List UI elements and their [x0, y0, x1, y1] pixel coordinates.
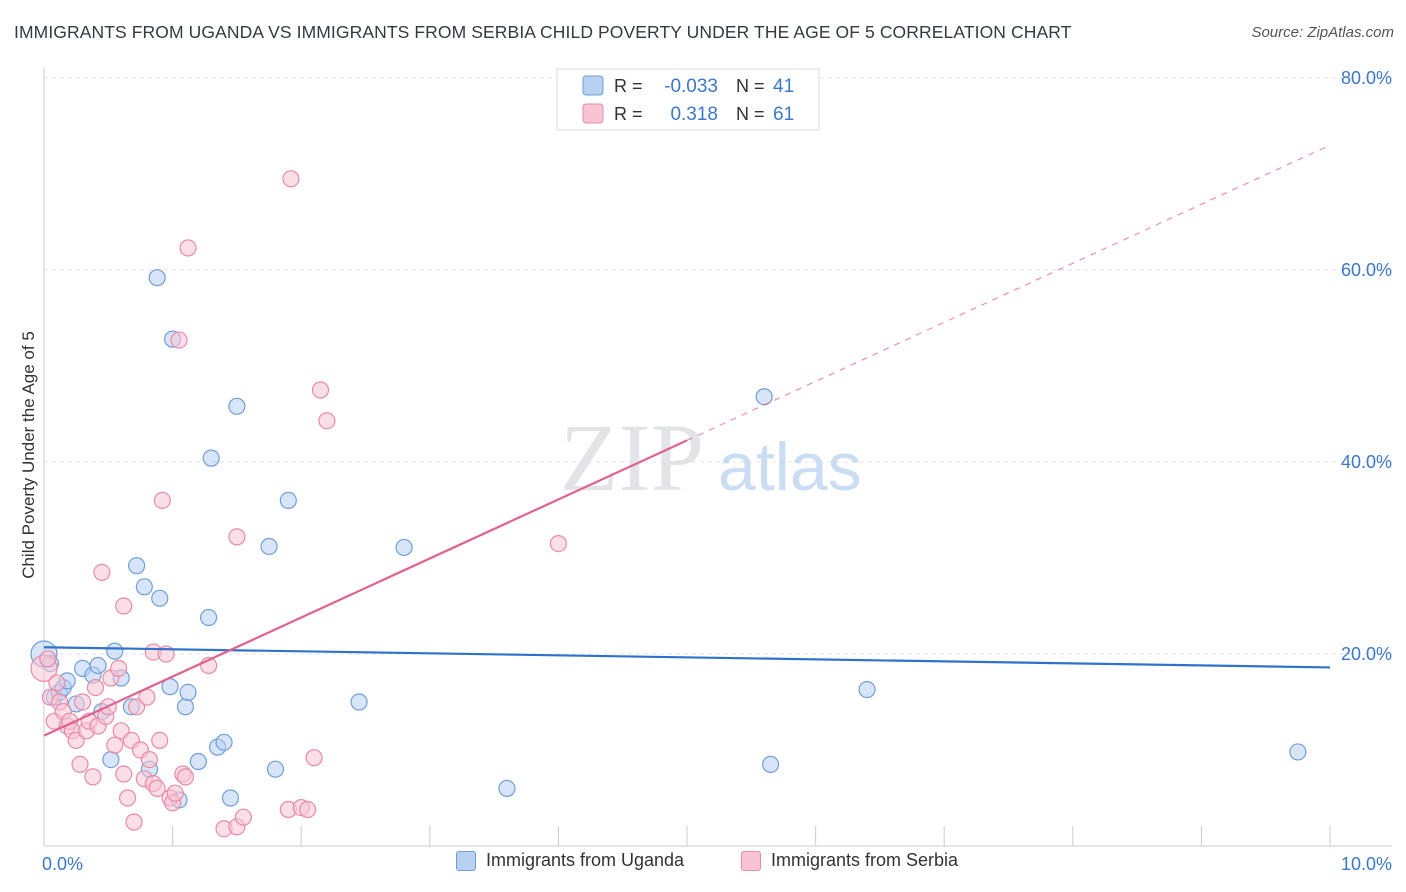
serbia-trend-extension	[686, 144, 1331, 441]
legend-serbia-label: Immigrants from Serbia	[771, 850, 959, 870]
legend-serbia-r-label: R =	[614, 104, 643, 124]
y-tick-label: 60.0%	[1341, 260, 1392, 280]
serbia-point	[48, 674, 66, 692]
serbia-point	[140, 750, 159, 769]
uganda-point	[127, 557, 146, 575]
legend-uganda-r-label: R =	[614, 76, 643, 96]
uganda-point	[106, 642, 124, 660]
serbia-point	[118, 789, 137, 807]
source-label: Source: ZipAtlas.com	[1251, 24, 1394, 41]
legend-item-uganda[interactable]: Immigrants from Uganda	[456, 850, 684, 871]
y-axis-label: Child Poverty Under the Age of 5	[19, 331, 38, 579]
serbia-point	[148, 779, 166, 798]
watermark-zip: ZIP	[560, 404, 704, 511]
serbia-point	[106, 736, 124, 754]
grid	[44, 77, 1392, 655]
serbia-point	[299, 800, 317, 819]
uganda-point	[151, 589, 169, 607]
y-tick-label: 20.0%	[1341, 644, 1392, 664]
uganda-point	[176, 698, 195, 716]
serbia-point	[282, 170, 300, 188]
uganda-point	[395, 538, 413, 557]
uganda-point	[350, 693, 368, 711]
serbia-point	[176, 768, 195, 786]
uganda-trend-line	[43, 646, 1331, 669]
uganda-point	[761, 755, 780, 774]
serbia-trend-line	[43, 439, 688, 737]
uganda-swatch	[456, 850, 476, 871]
watermark-atlas: atlas	[718, 429, 862, 505]
serbia-point	[228, 528, 246, 546]
serbia-point	[318, 412, 336, 430]
serbia-point	[84, 768, 102, 786]
uganda-point	[148, 269, 166, 287]
uganda-point	[498, 779, 516, 798]
legend-uganda-n-label: N =	[736, 76, 765, 96]
serbia-point	[179, 239, 197, 257]
serbia-point	[305, 749, 323, 767]
axes	[43, 68, 1392, 847]
serbia-point	[93, 563, 111, 582]
trend-lines	[43, 144, 1331, 737]
uganda-point	[215, 733, 233, 751]
serbia-point	[166, 784, 184, 802]
uganda-point	[1289, 743, 1307, 761]
legend-serbia-r-value: 0.318	[670, 104, 718, 125]
legend-serbia-swatch	[582, 103, 604, 124]
uganda-point	[200, 608, 218, 627]
legend-uganda-label: Immigrants from Uganda	[486, 850, 685, 870]
uganda-point	[228, 397, 246, 415]
legend-item-serbia[interactable]: Immigrants from Serbia	[741, 850, 958, 871]
legend-uganda-r-value: -0.033	[664, 76, 718, 97]
uganda-point	[221, 789, 240, 807]
uganda-point	[260, 537, 278, 556]
serbia-point	[151, 731, 169, 750]
bottom-legend: Immigrants from Uganda Immigrants from S…	[0, 850, 1406, 880]
uganda-point	[266, 760, 285, 778]
serbia-point	[115, 765, 133, 783]
serbia-point	[86, 678, 105, 697]
serbia-point	[125, 813, 143, 831]
serbia-point	[71, 755, 89, 774]
x-tick-label: 10.0%	[1341, 854, 1392, 874]
legend-serbia-n-value: 61	[773, 104, 794, 125]
uganda-point	[755, 388, 773, 406]
uganda-point	[179, 683, 197, 702]
serbia-swatch	[741, 850, 761, 871]
serbia-point	[153, 491, 171, 509]
uganda-point	[102, 750, 120, 769]
serbia-point	[234, 808, 252, 826]
legend-uganda-n-value: 41	[773, 76, 794, 97]
uganda-point	[89, 656, 107, 675]
serbia-point	[170, 331, 188, 349]
serbia-point	[311, 381, 330, 399]
serbia-point	[39, 650, 57, 668]
uganda-points	[30, 269, 1307, 809]
y-tick-label: 80.0%	[1341, 68, 1392, 88]
tick-labels: 20.0% 40.0% 60.0% 80.0% 0.0% 10.0%	[42, 68, 1392, 874]
serbia-point	[73, 693, 92, 711]
uganda-point	[202, 449, 220, 467]
uganda-point	[279, 491, 297, 509]
legend-uganda-swatch	[582, 75, 604, 96]
uganda-point	[135, 578, 153, 596]
y-tick-label: 40.0%	[1341, 452, 1392, 472]
x-tick-label: 0.0%	[42, 854, 83, 874]
serbia-point	[115, 597, 133, 615]
uganda-point	[189, 752, 207, 771]
serbia-point	[109, 659, 128, 678]
serbia-points	[30, 170, 568, 838]
uganda-point	[858, 680, 876, 699]
chart-title: IMMIGRANTS FROM UGANDA VS IMMIGRANTS FRO…	[14, 22, 1072, 42]
legend-serbia-n-label: N =	[736, 104, 765, 124]
serbia-point	[549, 534, 568, 553]
stats-legend: R = -0.033 N = 41 R = 0.318 N = 61	[556, 68, 820, 131]
